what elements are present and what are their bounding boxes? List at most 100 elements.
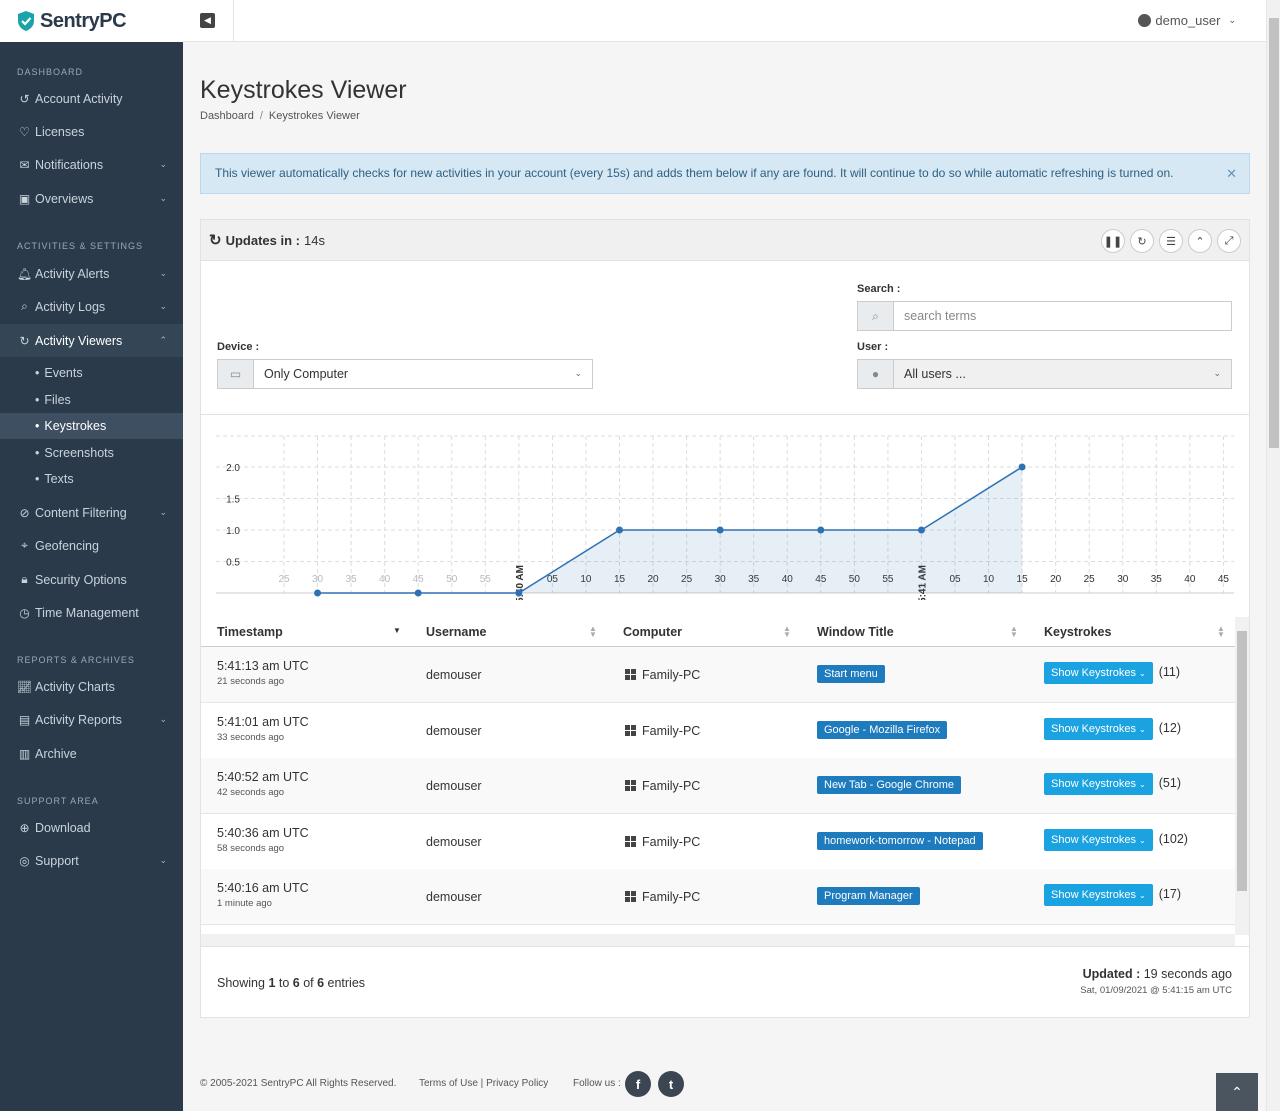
windows-icon [625, 891, 636, 903]
sort-icon[interactable]: ▲ ▼ [783, 624, 791, 639]
x-tick-label: 55 [882, 574, 894, 585]
sidebar-item-account-activity[interactable]: ↺ Account Activity [19, 91, 123, 106]
sidebar-subitem-keystrokes[interactable]: • Keystrokes [0, 413, 183, 439]
laptop-icon: ▭ [218, 360, 254, 388]
footer-links: Terms of Use | Privacy Policy [419, 1078, 549, 1089]
y-tick-label: 2.0 [226, 463, 240, 474]
device-select[interactable]: ▭ Only Computer ⌄ [217, 359, 593, 389]
user-select[interactable]: ● All users ... ⌄ [857, 359, 1232, 389]
x-tick-label: 30 [1117, 574, 1129, 585]
sidebar-section-reports: REPORTS & ARCHIVES [17, 655, 135, 665]
sidebar-item-geofencing[interactable]: ⌖ Geofencing [0, 529, 183, 562]
sidebar-item-support[interactable]: ◎ Support ⌄ [19, 853, 167, 868]
facebook-icon[interactable]: f [625, 1071, 651, 1097]
twitter-icon[interactable]: t [658, 1071, 684, 1097]
sidebar-item-overviews[interactable]: ▣ Overviews ⌄ [18, 191, 167, 206]
show-keystrokes-button[interactable]: Show Keystrokes ⌄ [1044, 828, 1153, 851]
show-keystrokes-button[interactable]: Show Keystrokes ⌄ [1044, 884, 1153, 907]
sidebar-item-activity-viewers[interactable]: ↻ Activity Viewers ⌃ [0, 324, 183, 357]
privacy-link[interactable]: Privacy Policy [486, 1078, 549, 1089]
collapse-button[interactable]: ⌃ [1188, 229, 1212, 253]
sidebar-subitem-texts[interactable]: • Texts [35, 472, 74, 486]
show-keystrokes-button[interactable]: Show Keystrokes ⌄ [1044, 773, 1153, 796]
expand-button[interactable]: ⤢ [1217, 229, 1241, 253]
sidebar-item-licenses[interactable]: ♡ Licenses [19, 124, 85, 139]
sidebar-section-activities: ACTIVITIES & SETTINGS [17, 241, 144, 251]
pause-button[interactable]: ❚❚ [1101, 229, 1125, 253]
x-tick-label: 45 [413, 574, 425, 585]
relative-time: 42 seconds ago [217, 787, 285, 799]
window-title-cell: homework-tomorrow - Notepad [817, 831, 983, 850]
sidebar-toggle-button[interactable]: ◀ [200, 13, 215, 28]
brand-logo[interactable]: SentryPC [0, 0, 183, 42]
device-label: Device : [217, 341, 260, 353]
column-window-title[interactable]: Window Title [817, 625, 894, 639]
search-input[interactable]: ⌕ search terms [857, 301, 1232, 331]
column-timestamp[interactable]: Timestamp [217, 625, 283, 639]
sidebar-subitem-files[interactable]: • Files [35, 393, 71, 407]
column-keystrokes[interactable]: Keystrokes [1044, 625, 1112, 639]
show-keystrokes-button[interactable]: Show Keystrokes ⌄ [1044, 717, 1153, 740]
table-horizontal-scrollbar[interactable] [201, 934, 1235, 946]
sidebar-item-notifications[interactable]: ✉ Notifications ⌄ [19, 157, 167, 172]
sidebar-item-activity-alerts[interactable]: 🔔︎ Activity Alerts ⌄ [16, 266, 167, 281]
map-marker-icon: ⌖ [21, 538, 28, 552]
table-vertical-scrollbar[interactable] [1235, 617, 1249, 935]
timestamp-cell: 5:40:52 am UTC 42 seconds ago [217, 770, 309, 798]
sort-icon[interactable]: ▲ ▼ [1217, 624, 1225, 639]
refresh-icon: ↻ [209, 232, 222, 249]
reload-button[interactable]: ↻ [1130, 229, 1154, 253]
sidebar-item-activity-reports[interactable]: ▤ Activity Reports ⌄ [18, 712, 167, 727]
sidebar-item-download[interactable]: ⊕ Download [19, 820, 91, 835]
x-tick-label: 50 [849, 574, 861, 585]
page-scrollbar[interactable] [1266, 0, 1280, 1111]
settings-button[interactable]: ☰ [1159, 229, 1183, 253]
x-tick-label: 40 [782, 574, 794, 585]
close-icon[interactable]: ✕ [1226, 166, 1237, 181]
sidebar-item-archive[interactable]: ▥ Archive [18, 746, 77, 761]
window-title-badge: homework-tomorrow - Notepad [817, 831, 983, 850]
terms-link[interactable]: Terms of Use [419, 1078, 478, 1089]
show-keystrokes-button[interactable]: Show Keystrokes ⌄ [1044, 662, 1153, 684]
x-tick-label: 5:41 AM [917, 565, 928, 600]
timestamp-cell: 5:40:36 am UTC 58 seconds ago [217, 826, 309, 854]
sidebar-section-dashboard: DASHBOARD [17, 67, 84, 77]
breadcrumb-dashboard[interactable]: Dashboard [200, 110, 254, 122]
shield-logo-icon [18, 11, 34, 31]
user-menu[interactable]: demo_user ⌄ [1138, 13, 1236, 28]
scroll-to-top-button[interactable]: ⌃ [1216, 1073, 1258, 1111]
sidebar-subitem-screenshots[interactable]: • Screenshots [35, 446, 114, 460]
chevron-down-icon: ⌄ [1139, 780, 1146, 790]
column-username[interactable]: Username [426, 625, 487, 639]
x-tick-label: 15 [614, 574, 626, 585]
scrollbar-thumb[interactable] [1269, 18, 1279, 448]
keystrokes-cell: Show Keystrokes ⌄ (51) [1044, 773, 1181, 796]
column-computer[interactable]: Computer [623, 625, 683, 639]
user-circle-icon [1138, 14, 1152, 27]
x-tick-label: 35 [1151, 574, 1163, 585]
sidebar-item-content-filtering[interactable]: ⊘ Content Filtering ⌄ [19, 505, 167, 520]
sidebar-item-activity-logs[interactable]: ⌕ Activity Logs ⌄ [0, 290, 183, 323]
x-tick-label: 25 [278, 574, 290, 585]
sort-icon[interactable]: ▲ ▼ [1010, 624, 1018, 639]
archive-icon: ▥ [18, 746, 31, 761]
user-value: All users ... [904, 367, 966, 381]
sort-desc-icon[interactable]: ▼ [393, 626, 401, 635]
sidebar-item-security-options[interactable]: 🔒︎ Security Options [0, 563, 183, 596]
chevron-down-icon: ⌄ [1139, 891, 1146, 901]
timestamp: 5:41:01 am UTC [217, 714, 309, 729]
windows-icon [625, 780, 636, 792]
computer-cell: Family-PC [625, 668, 700, 682]
x-tick-label: 55 [480, 574, 492, 585]
x-tick-label: 30 [715, 574, 727, 585]
relative-time: 1 minute ago [217, 898, 272, 910]
scrollbar-thumb[interactable] [1237, 631, 1247, 891]
sort-icon[interactable]: ▲ ▼ [589, 624, 597, 639]
sidebar-item-activity-charts[interactable]: 📈︎ Activity Charts [16, 679, 115, 694]
updated-label: Updated : [1082, 967, 1141, 981]
timestamp: 5:40:52 am UTC [217, 770, 309, 785]
window-title-badge: Google - Mozilla Firefox [817, 720, 948, 739]
sidebar-item-time-management[interactable]: ◷ Time Management [19, 605, 139, 620]
sidebar-subitem-events[interactable]: • Events [35, 366, 83, 380]
x-tick-label: 05 [949, 574, 961, 585]
